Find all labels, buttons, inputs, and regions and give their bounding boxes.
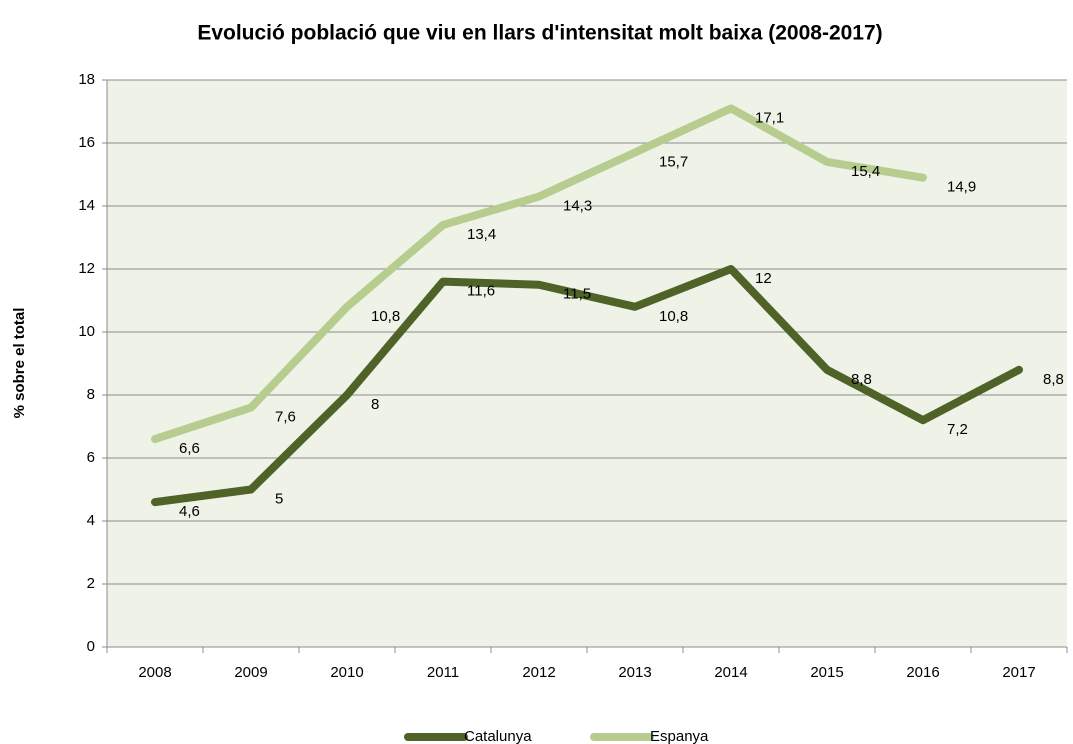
legend-label: Espanya bbox=[650, 728, 709, 744]
data-label: 17,1 bbox=[755, 109, 784, 126]
y-tick-label: 18 bbox=[78, 71, 95, 88]
y-tick-label: 0 bbox=[87, 638, 95, 655]
data-label: 15,7 bbox=[659, 153, 688, 170]
y-tick-label: 10 bbox=[78, 323, 95, 340]
data-label: 10,8 bbox=[659, 308, 688, 325]
plot-area bbox=[107, 80, 1067, 647]
y-tick-label: 16 bbox=[78, 134, 95, 151]
data-label: 12 bbox=[755, 270, 772, 287]
data-label: 8,8 bbox=[851, 371, 872, 388]
x-tick-label: 2017 bbox=[1002, 664, 1035, 681]
y-tick-label: 12 bbox=[78, 260, 95, 277]
data-label: 5 bbox=[275, 490, 283, 507]
x-tick-label: 2015 bbox=[810, 664, 843, 681]
x-tick-label: 2016 bbox=[906, 664, 939, 681]
series-line bbox=[151, 104, 927, 444]
x-tick-label: 2008 bbox=[138, 664, 171, 681]
x-tick-label: 2012 bbox=[522, 664, 555, 681]
y-tick-label: 6 bbox=[87, 449, 95, 466]
y-tick-label: 8 bbox=[87, 386, 95, 403]
y-tick-label: 2 bbox=[87, 575, 95, 592]
legend-label: Catalunya bbox=[464, 728, 532, 744]
data-label: 10,8 bbox=[371, 308, 400, 325]
data-label: 4,6 bbox=[179, 503, 200, 520]
y-tick-label: 14 bbox=[78, 197, 95, 214]
data-label: 8,8 bbox=[1043, 371, 1064, 388]
x-tick-label: 2011 bbox=[427, 664, 459, 681]
data-label: 15,4 bbox=[851, 163, 880, 180]
series-line bbox=[151, 265, 1023, 507]
x-tick-label: 2013 bbox=[618, 664, 651, 681]
data-label: 7,2 bbox=[947, 421, 968, 438]
data-label: 6,6 bbox=[179, 440, 200, 457]
data-label: 14,3 bbox=[563, 198, 592, 215]
y-axis-label: % sobre el total bbox=[11, 308, 28, 419]
x-tick-label: 2014 bbox=[714, 664, 747, 681]
y-tick-label: 4 bbox=[87, 512, 95, 529]
chart-title: Evolució població que viu en llars d'int… bbox=[197, 22, 882, 45]
data-label: 13,4 bbox=[467, 226, 496, 243]
data-label: 7,6 bbox=[275, 409, 296, 426]
data-label: 14,9 bbox=[947, 179, 976, 196]
x-tick-label: 2009 bbox=[234, 664, 267, 681]
data-label: 8 bbox=[371, 396, 379, 413]
data-label: 11,5 bbox=[563, 286, 591, 303]
data-label: 11,6 bbox=[467, 283, 495, 300]
x-tick-label: 2010 bbox=[330, 664, 363, 681]
